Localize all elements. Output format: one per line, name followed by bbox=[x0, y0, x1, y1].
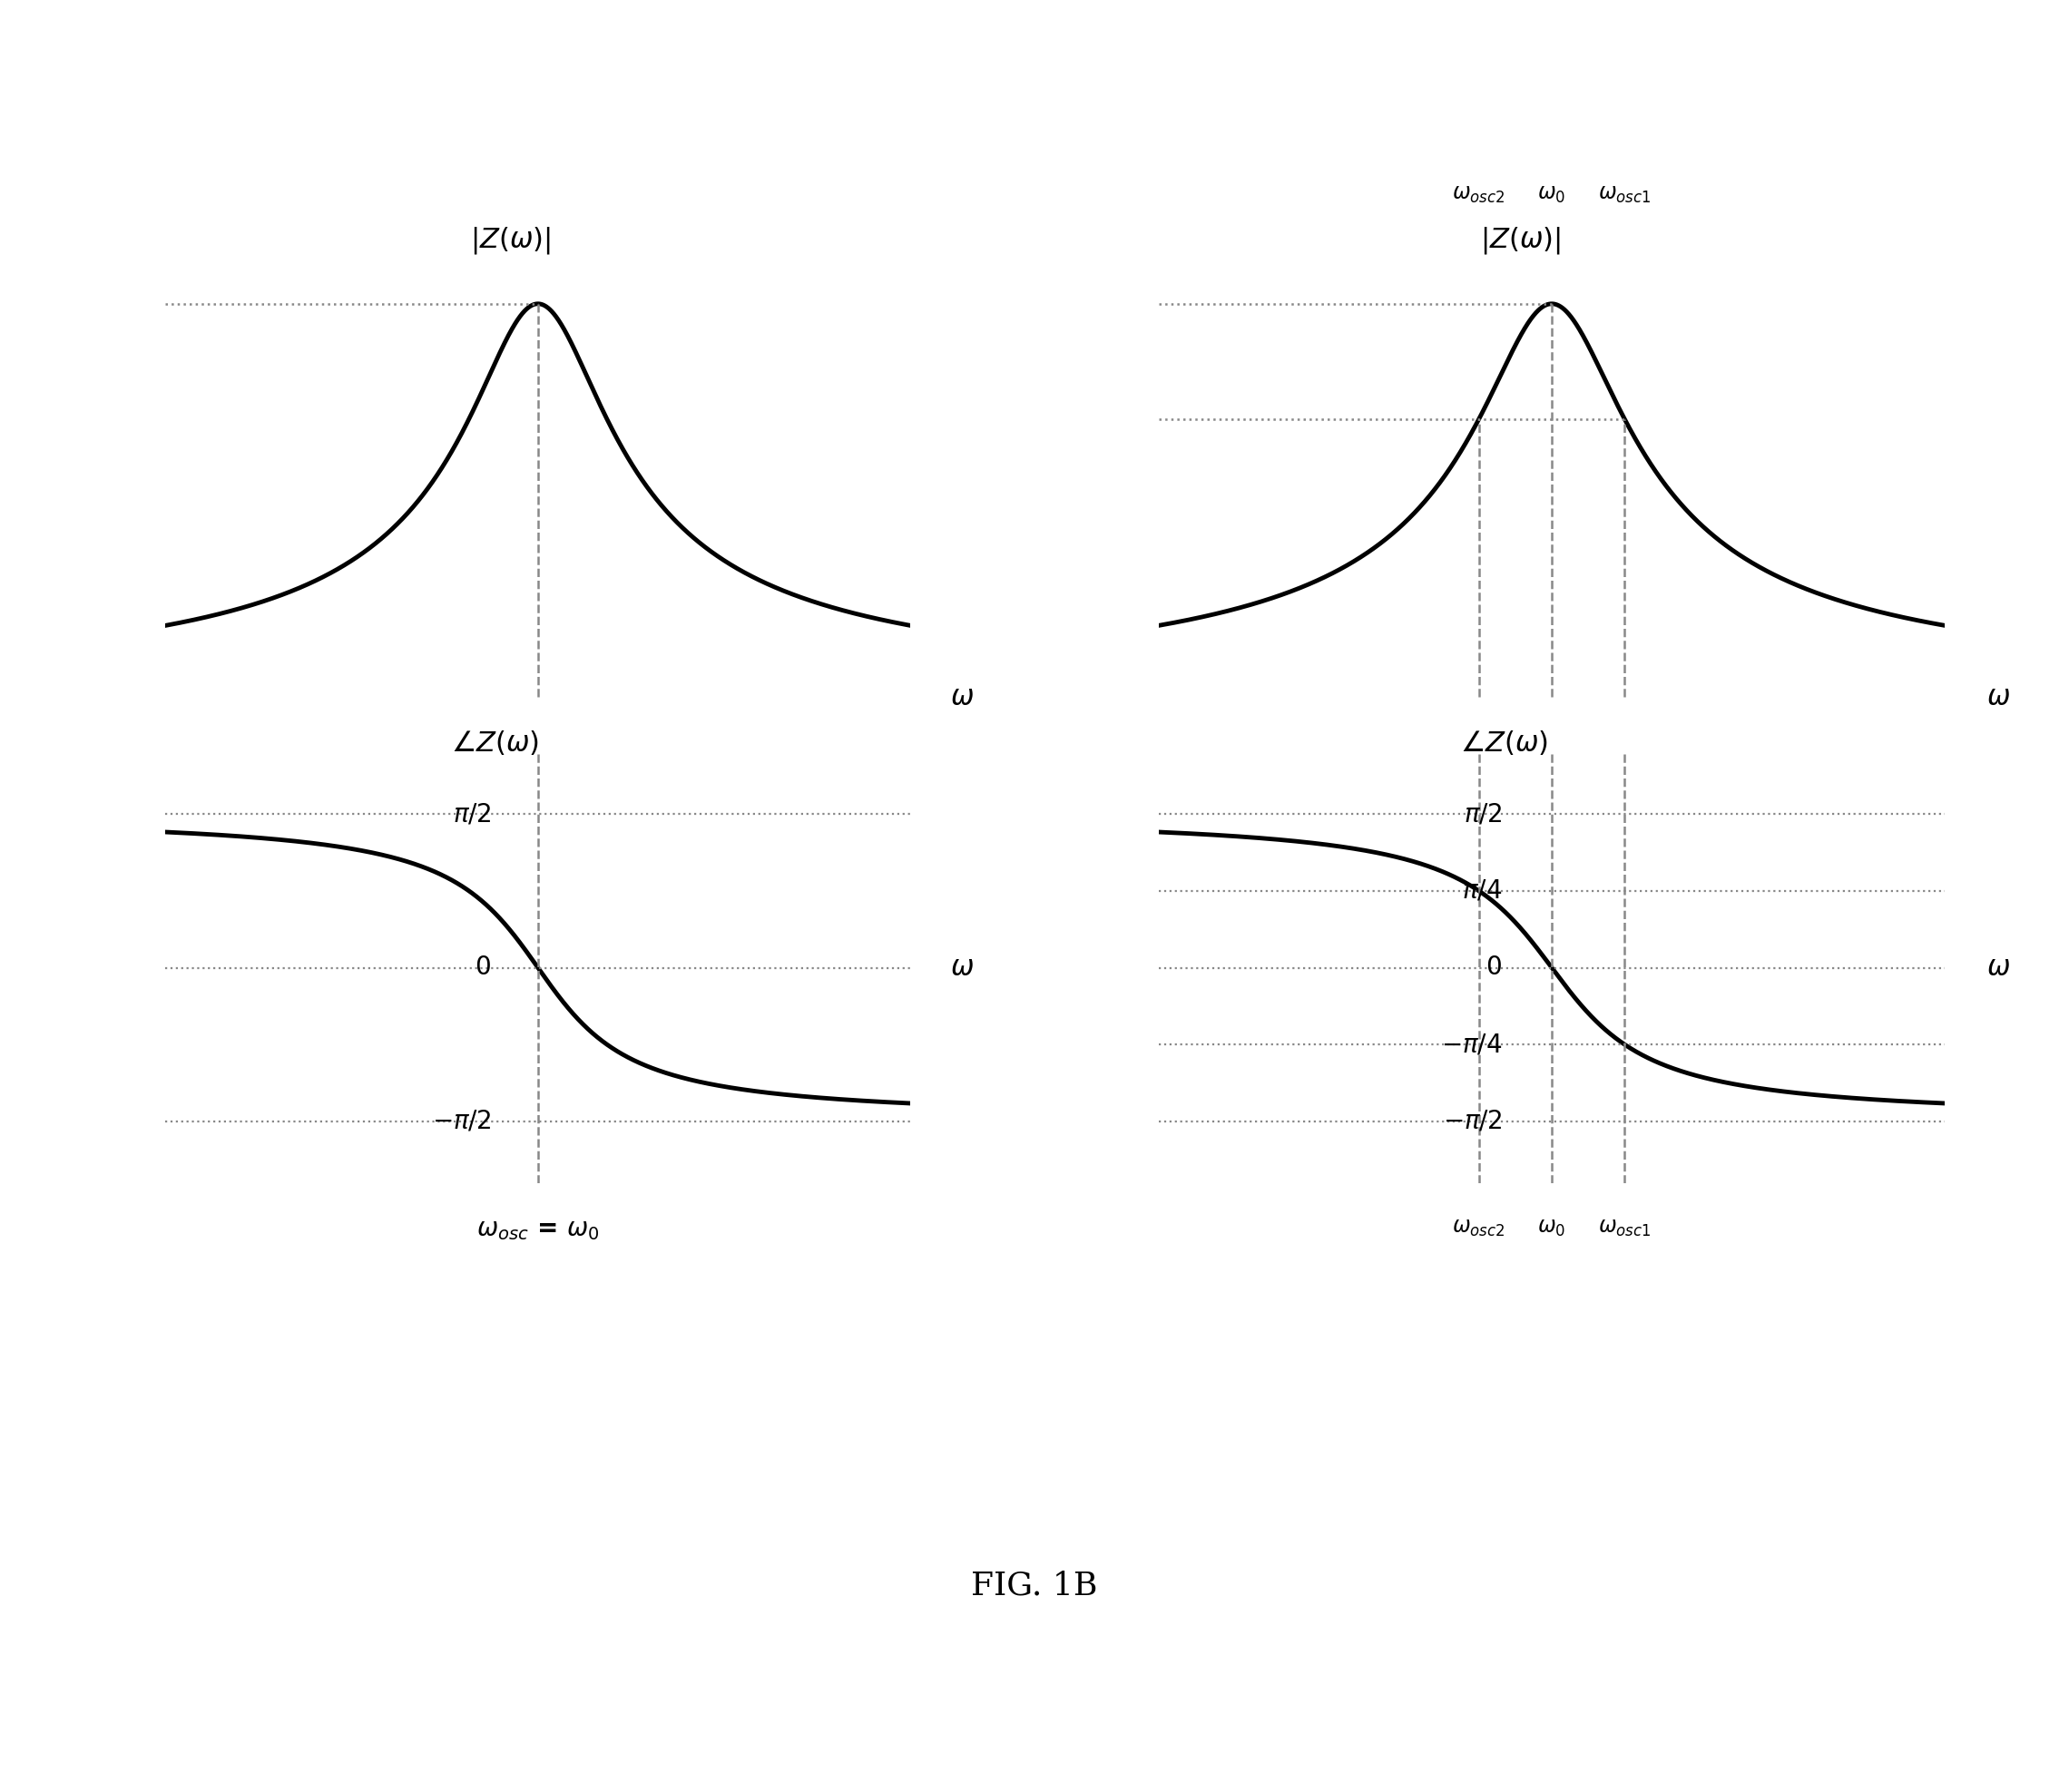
Text: $\omega_{osc2}$: $\omega_{osc2}$ bbox=[1452, 183, 1506, 206]
Text: $\pi/2$: $\pi/2$ bbox=[453, 801, 490, 826]
Text: $-\pi/4$: $-\pi/4$ bbox=[1440, 1032, 1502, 1057]
Text: $0$: $0$ bbox=[474, 955, 490, 980]
Text: $\pi/4$: $\pi/4$ bbox=[1463, 878, 1502, 903]
Text: $\omega_0$: $\omega_0$ bbox=[1537, 1217, 1566, 1238]
Text: $-\pi/2$: $-\pi/2$ bbox=[432, 1109, 490, 1134]
Text: $\omega_{osc1}$: $\omega_{osc1}$ bbox=[1597, 183, 1651, 206]
Text: $\omega_0$: $\omega_0$ bbox=[1537, 183, 1566, 206]
Text: $\pi/2$: $\pi/2$ bbox=[1465, 801, 1502, 826]
Text: $\angle Z(\omega)$: $\angle Z(\omega)$ bbox=[1461, 728, 1548, 756]
Text: $\omega$: $\omega$ bbox=[1986, 685, 2011, 710]
Text: $\omega_{osc1}$: $\omega_{osc1}$ bbox=[1597, 1217, 1651, 1238]
Text: $\omega$: $\omega$ bbox=[950, 955, 974, 980]
Text: $\omega_{osc2}$: $\omega_{osc2}$ bbox=[1452, 1217, 1506, 1238]
Text: $\angle Z(\omega)$: $\angle Z(\omega)$ bbox=[451, 728, 540, 756]
Text: $-\pi/2$: $-\pi/2$ bbox=[1442, 1109, 1502, 1134]
Text: FIG. 1B: FIG. 1B bbox=[970, 1570, 1099, 1602]
Text: $|Z(\omega)|$: $|Z(\omega)|$ bbox=[470, 226, 550, 256]
Text: $0$: $0$ bbox=[1486, 955, 1502, 980]
Text: $\omega_{osc}$ = $\omega_0$: $\omega_{osc}$ = $\omega_0$ bbox=[476, 1217, 600, 1242]
Text: $\omega$: $\omega$ bbox=[950, 685, 974, 710]
Text: $\omega$: $\omega$ bbox=[1986, 955, 2011, 980]
Text: $|Z(\omega)|$: $|Z(\omega)|$ bbox=[1479, 226, 1560, 256]
